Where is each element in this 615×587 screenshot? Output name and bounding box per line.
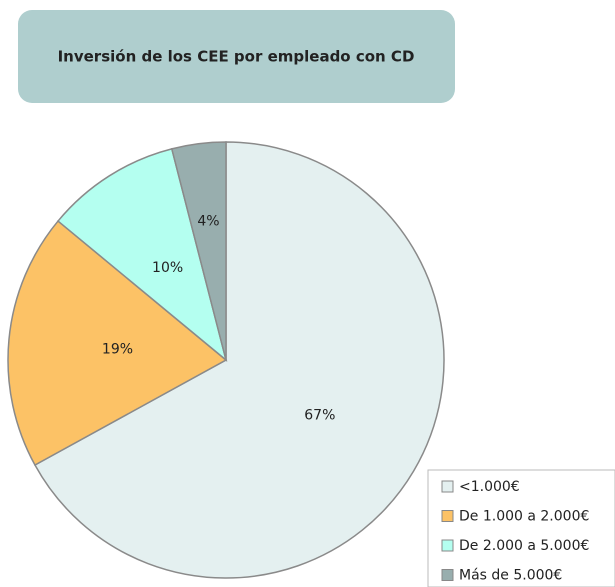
data-label: 19% bbox=[102, 342, 133, 358]
data-label: 4% bbox=[197, 214, 219, 230]
data-label: 67% bbox=[304, 407, 335, 423]
data-label: 10% bbox=[152, 260, 183, 276]
chart-title: Inversión de los CEE por empleado con CD bbox=[58, 48, 415, 66]
legend-label: <1.000€ bbox=[459, 479, 520, 495]
pie-slice bbox=[33, 141, 445, 579]
legend-label: Más de 5.000€ bbox=[459, 568, 562, 584]
legend-swatch bbox=[441, 480, 454, 493]
legend-swatch bbox=[441, 539, 454, 552]
pie-slice bbox=[56, 147, 228, 363]
legend-label: De 1.000 a 2.000€ bbox=[459, 509, 589, 525]
title-box bbox=[18, 10, 455, 103]
legend-label: De 2.000 a 5.000€ bbox=[459, 538, 589, 554]
pie-slice bbox=[170, 141, 227, 361]
pie-slice bbox=[7, 219, 228, 467]
legend-swatch bbox=[441, 510, 454, 522]
legend-swatch bbox=[441, 569, 454, 581]
legend-box bbox=[427, 469, 615, 587]
